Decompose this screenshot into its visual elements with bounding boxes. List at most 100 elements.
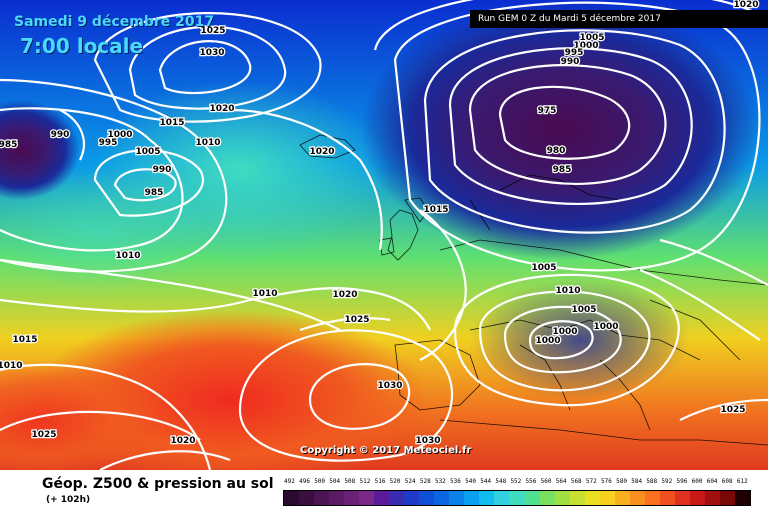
isobar-label: 985	[553, 165, 572, 175]
legend-value: 592	[661, 478, 673, 485]
isobar-label: 980	[547, 146, 566, 156]
color-legend: 492 496 500 504 508 512 516 520 524 528 532 536 540 5…	[283, 478, 751, 508]
isobar-label: 1000	[593, 322, 618, 332]
legend-swatch	[419, 491, 435, 505]
legend-swatch	[584, 491, 600, 505]
legend-swatch	[704, 491, 720, 505]
isobar-label: 1025	[200, 26, 225, 36]
isobar-label: 1020	[332, 290, 357, 300]
legend-value: 612	[736, 478, 748, 485]
legend-swatch	[569, 491, 585, 505]
legend-value: 528	[419, 478, 431, 485]
legend-swatch	[539, 491, 555, 505]
isobar-label: 1025	[720, 405, 745, 415]
legend-swatch	[614, 491, 630, 505]
legend-labels: 492 496 500 504 508 512 516 520 524 528 532 536 540 5…	[283, 478, 751, 488]
legend-value: 568	[570, 478, 582, 485]
isobar-lines	[0, 0, 768, 470]
copyright-notice: Copyright © 2017 Meteociel.fr	[300, 445, 472, 456]
legend-swatch	[374, 491, 390, 505]
legend-value: 548	[495, 478, 507, 485]
isobar-label: 1010	[252, 289, 277, 299]
legend-value: 540	[465, 478, 476, 485]
isobar-label: 1015	[159, 118, 184, 128]
isobar-label: 1000	[535, 336, 560, 346]
forecast-lead-time: (+ 102h)	[46, 495, 91, 505]
legend-swatch	[314, 491, 330, 505]
legend-swatch	[719, 491, 735, 505]
isobar-label: 1010	[555, 286, 580, 296]
legend-value: 544	[480, 478, 492, 485]
legend-swatch	[659, 491, 675, 505]
legend-value: 604	[706, 478, 718, 485]
isobar-label: 1030	[199, 48, 224, 58]
legend-swatch	[494, 491, 510, 505]
isobar-label: 1005	[531, 263, 556, 273]
isobar-label: 1020	[309, 147, 334, 157]
isobar-label: 990	[51, 130, 70, 140]
legend-value: 556	[525, 478, 537, 485]
isobar-label: 1025	[31, 430, 56, 440]
isobar-label: 995	[565, 48, 584, 58]
isobar-label: 1000	[552, 327, 577, 337]
legend-swatch	[629, 491, 645, 505]
isobar-label: 1005	[135, 147, 160, 157]
map-footer: Géop. Z500 & pression au sol (+ 102h) 49…	[0, 470, 768, 512]
legend-swatch	[674, 491, 690, 505]
legend-swatch	[479, 491, 495, 505]
legend-value: 576	[601, 478, 612, 485]
map-canvas: 1025 1030 1020 1015 1010 990 1000 995 1005 990 985…	[0, 0, 768, 470]
legend-swatch	[524, 491, 540, 505]
legend-value: 564	[555, 478, 567, 485]
legend-value: 552	[510, 478, 522, 485]
legend-swatch	[734, 491, 750, 505]
isobar-label: 1000	[107, 130, 132, 140]
isobar-label: 1010	[115, 251, 140, 261]
isobar-label: 1015	[423, 205, 448, 215]
legend-swatch	[404, 491, 420, 505]
legend-swatch	[434, 491, 450, 505]
isobar-label: 1025	[344, 315, 369, 325]
forecast-date: Samedi 9 décembre 2017	[14, 14, 215, 30]
legend-value: 572	[585, 478, 597, 485]
legend-swatch	[329, 491, 345, 505]
isobar-label: 990	[561, 57, 580, 67]
isobar-label: 985	[0, 140, 17, 150]
legend-value: 520	[389, 478, 401, 485]
isobar-label: 975	[538, 106, 557, 116]
isobar-label: 1020	[170, 436, 195, 446]
weather-map: 1025 1030 1020 1015 1010 990 1000 995 1005 990 985…	[0, 0, 768, 470]
legend-swatch	[464, 491, 480, 505]
isobar-label: 1020	[209, 104, 234, 114]
legend-swatch	[509, 491, 525, 505]
legend-value: 588	[646, 478, 658, 485]
legend-swatch	[554, 491, 570, 505]
legend-swatch	[359, 491, 375, 505]
legend-value: 584	[631, 478, 643, 485]
legend-value: 504	[329, 478, 341, 485]
legend-swatch	[689, 491, 705, 505]
isobar-label: 1030	[415, 436, 440, 446]
legend-swatch	[599, 491, 615, 505]
legend-color-bar	[283, 490, 751, 506]
legend-swatch	[344, 491, 360, 505]
isobar-labels: 1025 1030 1020 1015 1010 990 1000 995 1005 990 985…	[0, 0, 760, 447]
forecast-time: 7:00 locale	[20, 34, 144, 58]
model-run-label: Run GEM 0 Z du Mardi 5 décembre 2017	[470, 10, 768, 28]
map-product-title: Géop. Z500 & pression au sol	[42, 476, 274, 492]
legend-swatch	[449, 491, 465, 505]
legend-value: 600	[691, 478, 703, 485]
legend-value: 532	[434, 478, 446, 485]
legend-value: 608	[721, 478, 733, 485]
legend-value: 512	[359, 478, 371, 485]
legend-value: 596	[676, 478, 688, 485]
legend-swatch	[644, 491, 660, 505]
legend-value: 496	[299, 478, 310, 485]
isobar-label: 1005	[571, 305, 596, 315]
isobar-label: 1030	[377, 381, 402, 391]
legend-swatch	[389, 491, 405, 505]
legend-value: 500	[314, 478, 326, 485]
legend-swatch	[284, 491, 300, 505]
legend-value: 516	[374, 478, 386, 485]
legend-value: 508	[344, 478, 356, 485]
